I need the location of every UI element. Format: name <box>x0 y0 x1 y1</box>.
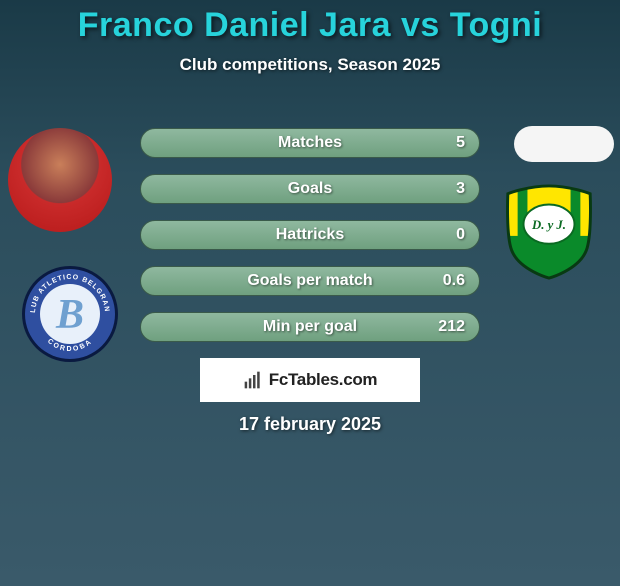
page-subtitle: Club competitions, Season 2025 <box>0 55 620 75</box>
stat-row: Hattricks 0 <box>140 220 480 250</box>
bar-chart-icon <box>243 370 263 390</box>
stat-row: Min per goal 212 <box>140 312 480 342</box>
stat-row: Goals per match 0.6 <box>140 266 480 296</box>
club-badge-left: CLUB ATLETICO BELGRANO CORDOBA B <box>20 264 120 364</box>
player-left-photo <box>8 128 112 232</box>
player-right-photo-placeholder <box>514 126 614 162</box>
branding-box: FcTables.com <box>200 358 420 402</box>
stat-label: Matches <box>278 134 342 152</box>
stat-value: 212 <box>438 318 465 336</box>
stats-table: Matches 5 Goals 3 Hattricks 0 Goals per … <box>140 128 480 358</box>
stat-value: 0 <box>456 226 465 244</box>
page-title: Franco Daniel Jara vs Togni <box>0 6 620 45</box>
stat-row: Matches 5 <box>140 128 480 158</box>
club-badge-left-monogram: B <box>55 292 84 338</box>
club-badge-right: D. y J. <box>500 182 598 280</box>
stat-label: Min per goal <box>263 318 357 336</box>
stat-label: Hattricks <box>276 226 344 244</box>
stat-value: 0.6 <box>443 272 465 290</box>
footer-date: 17 february 2025 <box>0 414 620 435</box>
stat-label: Goals <box>288 180 332 198</box>
stat-value: 3 <box>456 180 465 198</box>
stat-label: Goals per match <box>247 272 372 290</box>
stat-value: 5 <box>456 134 465 152</box>
club-badge-right-text: D. y J. <box>531 218 566 232</box>
branding-text: FcTables.com <box>269 370 378 390</box>
stat-row: Goals 3 <box>140 174 480 204</box>
